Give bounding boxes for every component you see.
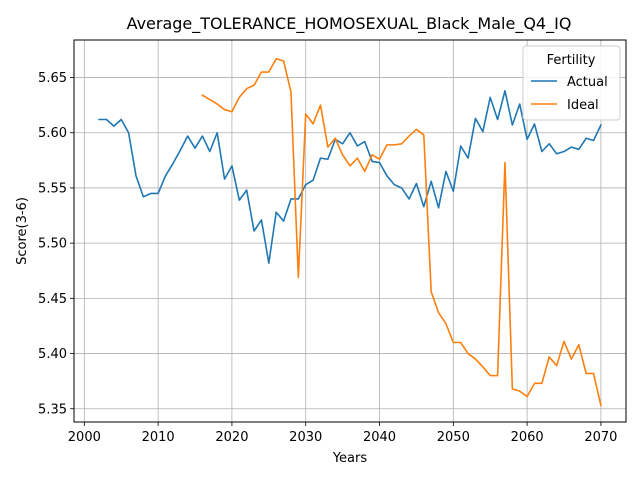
y-tick-label: 5.45 xyxy=(38,292,67,307)
legend-label-ideal: Ideal xyxy=(567,98,599,113)
y-tick-label: 5.40 xyxy=(38,347,67,362)
legend-label-actual: Actual xyxy=(567,75,608,90)
y-axis-ticks: 5.35 5.40 5.45 5.50 5.55 5.60 5.65 xyxy=(38,71,74,417)
x-tick-label: 2060 xyxy=(511,430,544,445)
x-tick-label: 2020 xyxy=(215,430,248,445)
plot-frame xyxy=(73,39,627,423)
series-layer xyxy=(98,57,602,407)
y-tick-label: 5.60 xyxy=(38,126,67,141)
y-tick-label: 5.65 xyxy=(38,71,67,86)
x-tick-label: 2000 xyxy=(68,430,101,445)
x-axis-label: Years xyxy=(332,451,368,466)
y-tick-label: 5.50 xyxy=(38,237,67,252)
legend-title: Fertility xyxy=(547,53,596,68)
y-tick-label: 5.55 xyxy=(38,181,67,196)
x-tick-label: 2040 xyxy=(363,430,396,445)
series-line-actual xyxy=(98,89,602,264)
x-tick-label: 2010 xyxy=(142,430,175,445)
x-tick-label: 2050 xyxy=(437,430,470,445)
y-axis-label: Score(3-6) xyxy=(15,197,30,265)
x-tick-label: 2070 xyxy=(584,430,617,445)
series-line-ideal xyxy=(201,57,602,407)
x-axis-ticks: 2000 2010 2020 2030 2040 2050 2060 2070 xyxy=(68,422,617,445)
legend: Fertility Actual Ideal xyxy=(522,45,621,121)
x-tick-label: 2030 xyxy=(289,430,322,445)
legend-box xyxy=(522,45,621,121)
y-tick-label: 5.35 xyxy=(38,402,67,417)
chart-title: Average_TOLERANCE_HOMOSEXUAL_Black_Male_… xyxy=(127,14,572,34)
